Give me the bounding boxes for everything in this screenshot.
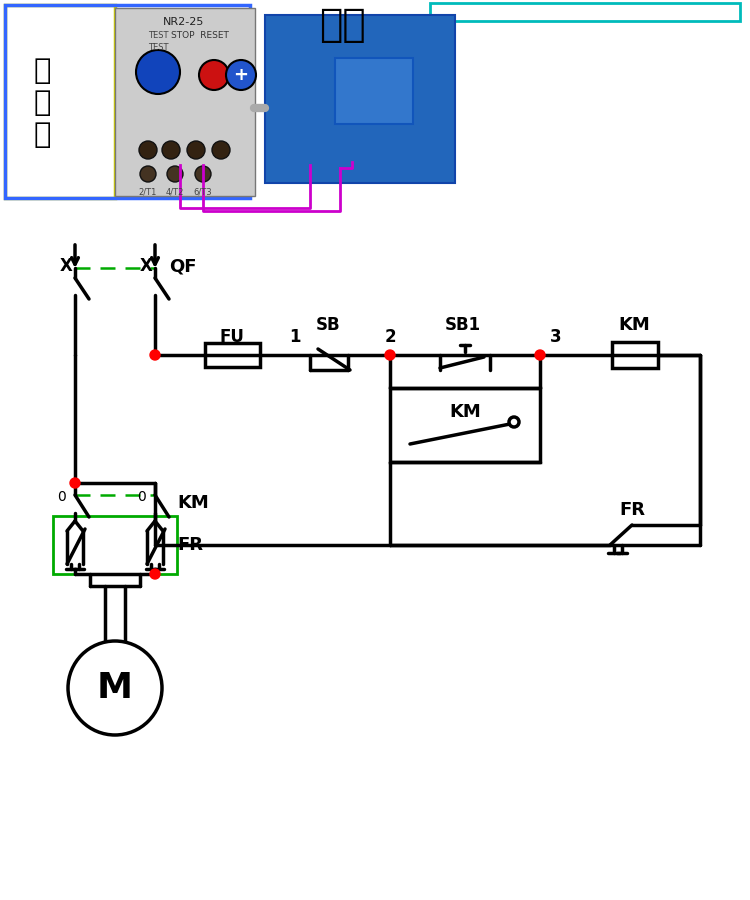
Bar — [265, 15, 455, 183]
Bar — [5, 5, 115, 198]
Text: +: + — [233, 66, 248, 84]
Bar — [430, 3, 740, 21]
Bar — [5, 5, 250, 198]
Circle shape — [150, 350, 160, 360]
Circle shape — [150, 569, 160, 579]
Text: KM: KM — [618, 316, 650, 334]
Circle shape — [195, 166, 211, 182]
Bar — [390, 388, 540, 462]
Text: 0: 0 — [138, 490, 146, 504]
Text: QF: QF — [169, 257, 196, 275]
Text: 2: 2 — [384, 328, 396, 346]
Text: SB1: SB1 — [445, 316, 481, 334]
Text: STOP  RESET: STOP RESET — [171, 32, 229, 40]
Circle shape — [167, 166, 183, 182]
Circle shape — [136, 50, 180, 94]
Circle shape — [139, 141, 157, 159]
Bar — [335, 58, 413, 124]
Circle shape — [199, 60, 229, 90]
Text: 3: 3 — [550, 328, 562, 346]
Bar — [53, 516, 177, 574]
Bar — [612, 342, 658, 368]
Text: TEST: TEST — [148, 42, 169, 51]
Text: FU: FU — [220, 328, 245, 346]
Circle shape — [212, 141, 230, 159]
Bar — [205, 343, 260, 367]
Text: X: X — [140, 257, 152, 275]
Text: TEST: TEST — [148, 32, 169, 40]
Circle shape — [385, 350, 395, 360]
Text: M: M — [97, 671, 133, 705]
Text: FR: FR — [177, 536, 203, 554]
Text: X: X — [59, 257, 73, 275]
Text: KM: KM — [449, 403, 481, 421]
Text: KM: KM — [177, 494, 209, 512]
Circle shape — [187, 141, 205, 159]
Text: SB: SB — [316, 316, 340, 334]
Text: 1: 1 — [290, 328, 301, 346]
Circle shape — [68, 641, 162, 735]
Text: 2/T1: 2/T1 — [139, 187, 158, 196]
Text: 4/T2: 4/T2 — [166, 187, 184, 196]
Circle shape — [509, 417, 519, 427]
Text: 继
电
器: 继 电 器 — [33, 57, 51, 149]
Circle shape — [162, 141, 180, 159]
Text: NR2-25: NR2-25 — [164, 17, 205, 27]
Text: 0: 0 — [58, 490, 66, 504]
Circle shape — [70, 478, 80, 488]
Circle shape — [140, 166, 156, 182]
Text: 电机: 电机 — [319, 6, 365, 44]
Bar — [115, 8, 255, 196]
Text: 6/T3: 6/T3 — [194, 187, 212, 196]
Text: FR: FR — [619, 501, 645, 519]
Circle shape — [226, 60, 256, 90]
Circle shape — [535, 350, 545, 360]
